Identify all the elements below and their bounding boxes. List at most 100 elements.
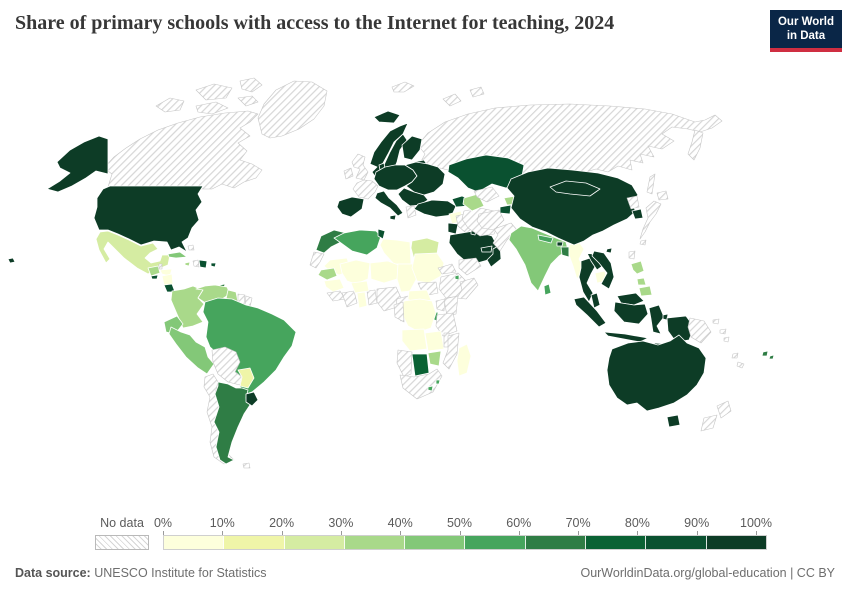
country-dominican-republic[interactable]: Dominican Republic: 80-90% (198, 259, 208, 269)
country-papua-new-guinea[interactable]: Papua New Guinea: No data (687, 317, 712, 344)
country-nicaragua[interactable]: Nicaragua: 0-10% (161, 273, 174, 286)
country-zimbabwe[interactable]: Zimbabwe: 30-40% (427, 350, 442, 367)
country-western-sahara[interactable]: Western Sahara: No data (309, 251, 325, 269)
country-ghana[interactable]: Ghana: 0-10% (356, 291, 368, 309)
country-mozambique[interactable]: Mozambique: No data (442, 332, 460, 370)
country-usa[interactable]: United States: 90-100% (46, 135, 109, 193)
country-cuba[interactable]: Cuba: 40-50% (167, 251, 188, 259)
country-indonesia[interactable]: Indonesia: 90-100% (573, 296, 607, 328)
country-yemen[interactable]: Yemen: No data (458, 257, 482, 276)
country-france[interactable]: France: No data (352, 179, 379, 200)
country-pakistan[interactable]: Pakistan: No data (492, 222, 518, 252)
country-svalbard[interactable]: Svalbard and Arctic islands: No data (391, 81, 415, 93)
country-angola[interactable]: Angola: 0-10% (401, 328, 428, 352)
country-united-kingdom[interactable]: United Kingdom: No data (351, 153, 369, 181)
country-japan[interactable]: Japan: No data (639, 200, 662, 240)
country-south-africa[interactable]: South Africa: No data (399, 368, 443, 400)
country-puerto-rico[interactable]: Puerto Rico: 80-90% (210, 262, 217, 268)
legend-bin-70-80%[interactable] (586, 536, 647, 549)
country-vanuatu-new-caledonia[interactable]: Vanuatu and New Caledonia: No data (736, 361, 745, 369)
country-eastern-europe[interactable]: Poland, Belarus and Ukraine: 90-100% (404, 161, 446, 196)
country-taiwan[interactable]: Taiwan: No data (628, 250, 636, 260)
legend-bin-80-90%[interactable] (646, 536, 707, 549)
country-senegal[interactable]: Senegal: 30-40% (317, 267, 338, 281)
country-uzbekistan[interactable]: Uzbekistan: No data (473, 186, 500, 203)
country-ireland[interactable]: Ireland: No data (343, 167, 354, 180)
country-vietnam[interactable]: Vietnam: 90-100% (591, 250, 615, 290)
country-sudan[interactable]: Sudan: 0-10% (411, 252, 445, 284)
country-papua-new-guinea[interactable]: Papua New Guinea: No data (712, 318, 720, 325)
country-solomon-islands[interactable]: Solomon Islands: No data (723, 336, 730, 343)
legend-bin-60-70%[interactable] (525, 536, 587, 549)
country-russia[interactable]: Russia: No data (687, 129, 704, 161)
country-bhutan[interactable]: Bhutan: 90-100% (556, 241, 564, 247)
legend-bin-50-60%[interactable] (465, 536, 526, 549)
country-indonesia[interactable]: Indonesia: 90-100% (648, 304, 665, 335)
country-philippines[interactable]: Philippines: 30-40% (630, 260, 645, 275)
country-indonesia[interactable]: Indonesia: 90-100% (603, 331, 649, 343)
country-togo-benin[interactable]: Togo and Benin: No data (366, 289, 378, 306)
country-el-salvador[interactable]: El Salvador: 80-90% (150, 274, 159, 280)
country-philippines[interactable]: Philippines: 30-40% (638, 285, 653, 297)
country-ecuador[interactable]: Ecuador: 40-50% (163, 315, 184, 335)
country-qatar-uae[interactable]: Qatar and United Arab Emirates: 90-100% (480, 245, 493, 253)
country-kazakhstan[interactable]: Kazakhstan: 80-90% (447, 154, 525, 193)
country-usa[interactable]: United States: 90-100% (93, 185, 204, 253)
country-north-korea[interactable]: North Korea: No data (626, 195, 640, 210)
legend-bin-20-30%[interactable] (284, 536, 345, 549)
country-colombia[interactable]: Colombia: 30-40% (170, 285, 205, 329)
country-malaysia[interactable]: Malaysia: 90-100% (616, 292, 645, 306)
no-data-swatch[interactable] (95, 535, 149, 550)
country-vanuatu-new-caledonia[interactable]: Vanuatu and New Caledonia: No data (731, 352, 739, 359)
country-italy[interactable]: Italy: 90-100% (374, 190, 404, 217)
country-nepal[interactable]: Nepal: 50-60% (537, 234, 554, 244)
legend-bin-90-100%[interactable] (706, 536, 766, 549)
country-svalbard[interactable]: Svalbard and Arctic islands: No data (469, 86, 485, 98)
country-canada[interactable]: Canada: No data (103, 110, 263, 190)
country-usa[interactable]: United States: 90-100% (7, 257, 16, 264)
country-afghanistan[interactable]: Afghanistan: No data (476, 209, 505, 231)
country-canada[interactable]: Canada: No data (239, 77, 263, 93)
country-fiji[interactable]: Fiji: 60-70% (768, 354, 775, 360)
country-madagascar[interactable]: Madagascar: 0-10% (456, 343, 472, 377)
country-congo-gabon[interactable]: Congo and Gabon: No data (393, 301, 405, 323)
country-finland[interactable]: Finland: 90-100% (401, 135, 423, 161)
country-china[interactable]: China: 90-100% (605, 247, 613, 254)
country-japan[interactable]: Japan: No data (656, 190, 669, 201)
country-greece[interactable]: Greece: No data (405, 205, 417, 219)
country-sierra-leone-liberia[interactable]: Sierra Leone and Liberia: No data (326, 290, 346, 302)
country-jamaica[interactable]: Jamaica: 30-40% (184, 261, 191, 267)
country-bahamas[interactable]: Bahamas: No data (187, 244, 195, 251)
country-israel-jordan[interactable]: Israel and Jordan: 90-100% (447, 222, 459, 235)
country-uruguay[interactable]: Uruguay: 90-100% (245, 391, 259, 407)
country-canada[interactable]: Canada: No data (155, 97, 185, 113)
country-japan[interactable]: Japan: No data (639, 239, 647, 246)
country-india[interactable]: India: 40-50% (508, 225, 569, 292)
country-niger[interactable]: Niger: 0-10% (369, 260, 402, 284)
country-burkina-faso[interactable]: Burkina Faso: 0-10% (350, 280, 370, 294)
country-libya[interactable]: Libya: 0-10% (379, 238, 412, 265)
country-malaysia[interactable]: Malaysia: 90-100% (590, 292, 601, 309)
legend-bin-40-50%[interactable] (405, 536, 466, 549)
country-svalbard[interactable]: Svalbard and Arctic islands: No data (442, 93, 462, 107)
country-iceland[interactable]: Iceland: 90-100% (373, 110, 401, 124)
country-south-korea[interactable]: South Korea: 90-100% (631, 208, 644, 220)
country-argentina[interactable]: Argentina: 60-70% (213, 381, 253, 465)
country-new-zealand[interactable]: New Zealand: No data (700, 414, 718, 432)
country-tajikistan[interactable]: Tajikistan: 80-90% (499, 204, 512, 215)
country-mongolia[interactable]: Mongolia: 90-100% (549, 180, 601, 197)
country-eritrea[interactable]: Eritrea: No data (437, 263, 457, 275)
credit-line[interactable]: OurWorldinData.org/global-education | CC… (580, 566, 835, 580)
country-indonesia[interactable]: Indonesia: 90-100% (613, 301, 649, 325)
country-uganda[interactable]: Uganda: No data (435, 298, 446, 312)
country-canada[interactable]: Canada: No data (195, 101, 229, 115)
country-bangladesh[interactable]: Bangladesh: 60-70% (560, 246, 570, 258)
country-djibouti[interactable]: Djibouti: 50-60% (454, 274, 460, 281)
country-haiti[interactable]: Haiti: No data (192, 259, 200, 268)
country-philippines[interactable]: Philippines: 30-40% (636, 277, 647, 286)
country-tanzania[interactable]: Tanzania: No data (435, 312, 458, 337)
country-fiji[interactable]: Fiji: 60-70% (761, 350, 769, 357)
country-italy[interactable]: Italy: 90-100% (389, 214, 397, 221)
country-algeria[interactable]: Algeria: 50-60% (333, 229, 382, 256)
legend-bin-30-40%[interactable] (344, 536, 406, 549)
